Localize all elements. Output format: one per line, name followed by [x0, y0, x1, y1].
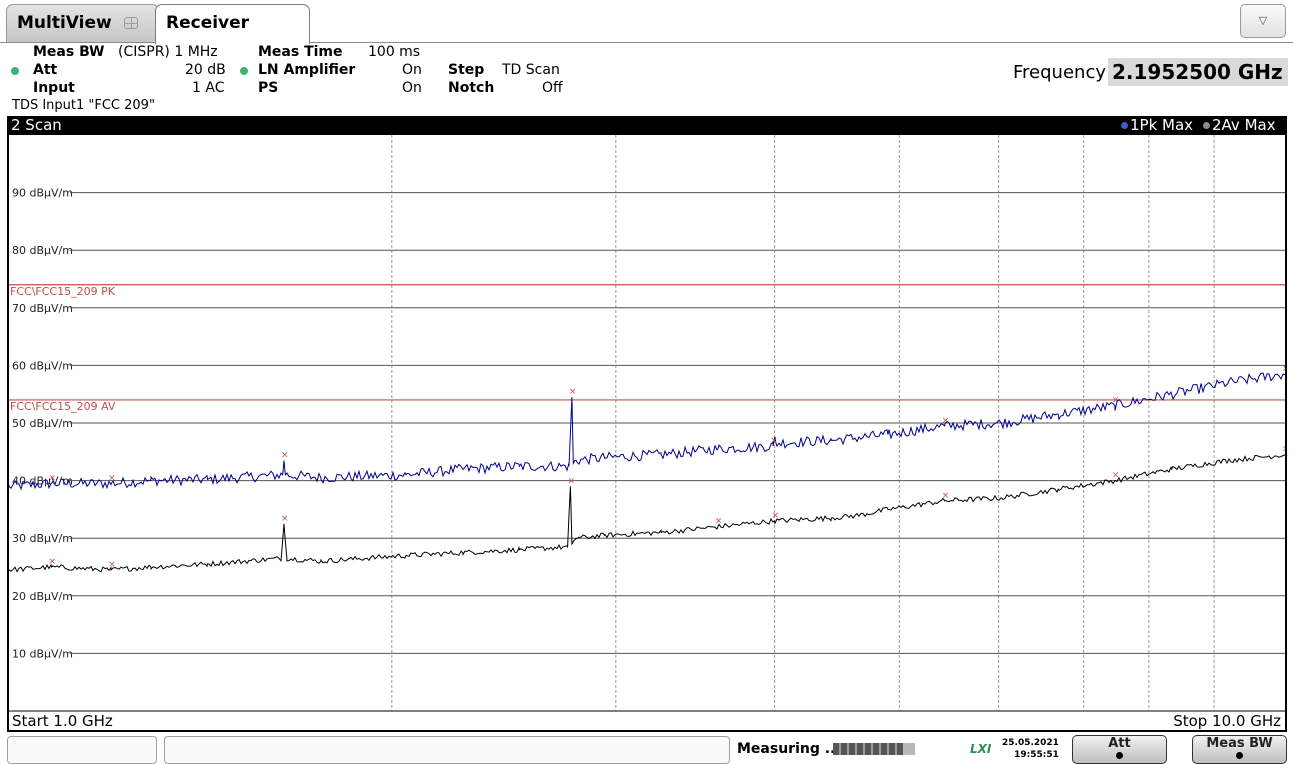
peak-marker-t1-3: ×	[569, 387, 577, 397]
measurement-parameters: Meas BW (CISPR) 1 MHz Att 20 dB Input 1 …	[0, 44, 1293, 116]
tab-baseline	[0, 42, 1293, 43]
chevron-down-icon: ▽	[1258, 14, 1268, 27]
peak-marker-t2-5: ×	[772, 511, 780, 521]
y-tick-label-50: 50 dBµV/m	[12, 417, 73, 430]
meas-time-label: Meas Time	[258, 44, 343, 60]
ps-value: On	[402, 80, 422, 96]
att-status-dot	[11, 67, 19, 75]
y-tick-label-10: 10 dBµV/m	[12, 647, 73, 660]
peak-marker-t2-3: ×	[567, 476, 575, 486]
tab-multiview-label: MultiView	[17, 13, 112, 33]
legend-trace1-label: 1Pk Max	[1130, 116, 1194, 134]
window-menu-button[interactable]: ▽	[1240, 4, 1286, 38]
att-softkey-label: Att	[1108, 736, 1131, 751]
peak-marker-t1-1: ×	[108, 473, 116, 483]
tab-multiview[interactable]: MultiView	[6, 4, 159, 42]
peak-marker-t1-2: ×	[281, 450, 289, 460]
meas-bw-softkey-led	[1236, 752, 1243, 759]
status-field-message	[164, 736, 730, 764]
y-tick-label-60: 60 dBµV/m	[12, 359, 73, 372]
y-tick-label-30: 30 dBµV/m	[12, 532, 73, 545]
datetime: 25.05.2021 19:55:51	[1002, 737, 1059, 761]
tab-bar: MultiView Receiver ▽	[0, 0, 1293, 44]
peak-marker-t2-6: ×	[942, 491, 950, 501]
notch-value: Off	[542, 80, 563, 96]
peak-marker-t2-7: ×	[1112, 471, 1120, 481]
scan-window-title: 2 Scan	[11, 116, 62, 134]
status-field-left	[7, 736, 157, 764]
meas-bw-value: (CISPR) 1 MHz	[118, 44, 218, 60]
frequency-label: Frequency	[1013, 62, 1106, 83]
measurement-progress-bar	[833, 743, 915, 755]
step-label: Step	[448, 62, 485, 78]
peak-marker-t2-2: ×	[281, 514, 289, 524]
scan-window-titlebar: 2 Scan 1Pk Max 2Av Max	[7, 116, 1287, 135]
ln-amp-status-dot	[240, 67, 248, 75]
att-label: Att	[33, 62, 58, 78]
trace-1-line	[9, 372, 1285, 491]
limit-line-label-0: FCC\FCC15_209 PK	[10, 285, 116, 298]
step-value: TD Scan	[502, 62, 560, 78]
ln-amp-value: On	[402, 62, 422, 78]
ln-amp-label: LN Amplifier	[258, 62, 356, 78]
legend-trace2-label: 2Av Max	[1212, 116, 1276, 134]
meas-bw-softkey[interactable]: Meas BW	[1192, 735, 1287, 764]
peak-marker-t2-1: ×	[108, 560, 116, 570]
peak-marker-t1-5: ×	[942, 416, 950, 426]
tab-receiver[interactable]: Receiver	[155, 4, 310, 44]
scan-diagram[interactable]: 10 dBµV/m 20 dBµV/m 30 dBµV/m 40 dBµV/m 50 d…	[7, 135, 1287, 732]
peak-marker-t2-8: ×	[1282, 445, 1285, 455]
peak-marker-t1-4: ×	[770, 436, 778, 446]
meas-bw-label: Meas BW	[33, 44, 105, 60]
peak-marker-t2-4: ×	[715, 517, 723, 527]
measuring-status: Measuring ...	[737, 741, 841, 757]
input-value: 1 AC	[192, 80, 225, 96]
y-tick-label-20: 20 dBµV/m	[12, 590, 73, 603]
peak-marker-t2-0: ×	[49, 557, 57, 567]
meas-time-value: 100 ms	[368, 44, 421, 60]
y-tick-label-90: 90 dBµV/m	[12, 187, 73, 200]
lxi-icon: LXI	[970, 742, 992, 756]
notch-label: Notch	[448, 80, 495, 96]
peak-marker-t1-6: ×	[1112, 396, 1120, 406]
att-softkey[interactable]: Att	[1072, 735, 1167, 764]
stop-frequency-label: Stop 10.0 GHz	[1173, 712, 1281, 730]
input-label: Input	[33, 80, 75, 96]
att-softkey-led	[1116, 752, 1123, 759]
y-tick-label-70: 70 dBµV/m	[12, 302, 73, 315]
frequency-value[interactable]: 2.1952500 GHz	[1108, 58, 1288, 86]
progress-fill	[833, 743, 903, 755]
peak-marker-t1-7: ×	[1282, 364, 1285, 374]
trace2-dot-icon	[1203, 122, 1210, 129]
y-tick-label-80: 80 dBµV/m	[12, 244, 73, 257]
legend-trace1: 1Pk Max	[1121, 116, 1193, 134]
meas-bw-softkey-label: Meas BW	[1206, 736, 1273, 751]
scan-plot-svg: 10 dBµV/m20 dBµV/m30 dBµV/m40 dBµV/m50 d…	[9, 135, 1285, 730]
peak-marker-t1-0: ×	[49, 473, 57, 483]
trace-2-line	[9, 454, 1285, 573]
ps-label: PS	[258, 80, 279, 96]
time-value: 19:55:51	[1014, 750, 1059, 760]
grid-icon	[123, 17, 138, 29]
start-frequency-label: Start 1.0 GHz	[12, 712, 113, 730]
date-value: 25.05.2021	[1002, 738, 1059, 748]
status-bar: Measuring ... LXI 25.05.2021 19:55:51 At…	[0, 734, 1293, 764]
tab-receiver-label: Receiver	[166, 13, 250, 33]
trace1-dot-icon	[1121, 122, 1128, 129]
tds-input-line: TDS Input1 "FCC 209"	[12, 98, 155, 113]
att-value: 20 dB	[185, 62, 226, 78]
limit-line-label-1: FCC\FCC15_209 AV	[10, 400, 116, 413]
legend-trace2: 2Av Max	[1203, 116, 1276, 134]
